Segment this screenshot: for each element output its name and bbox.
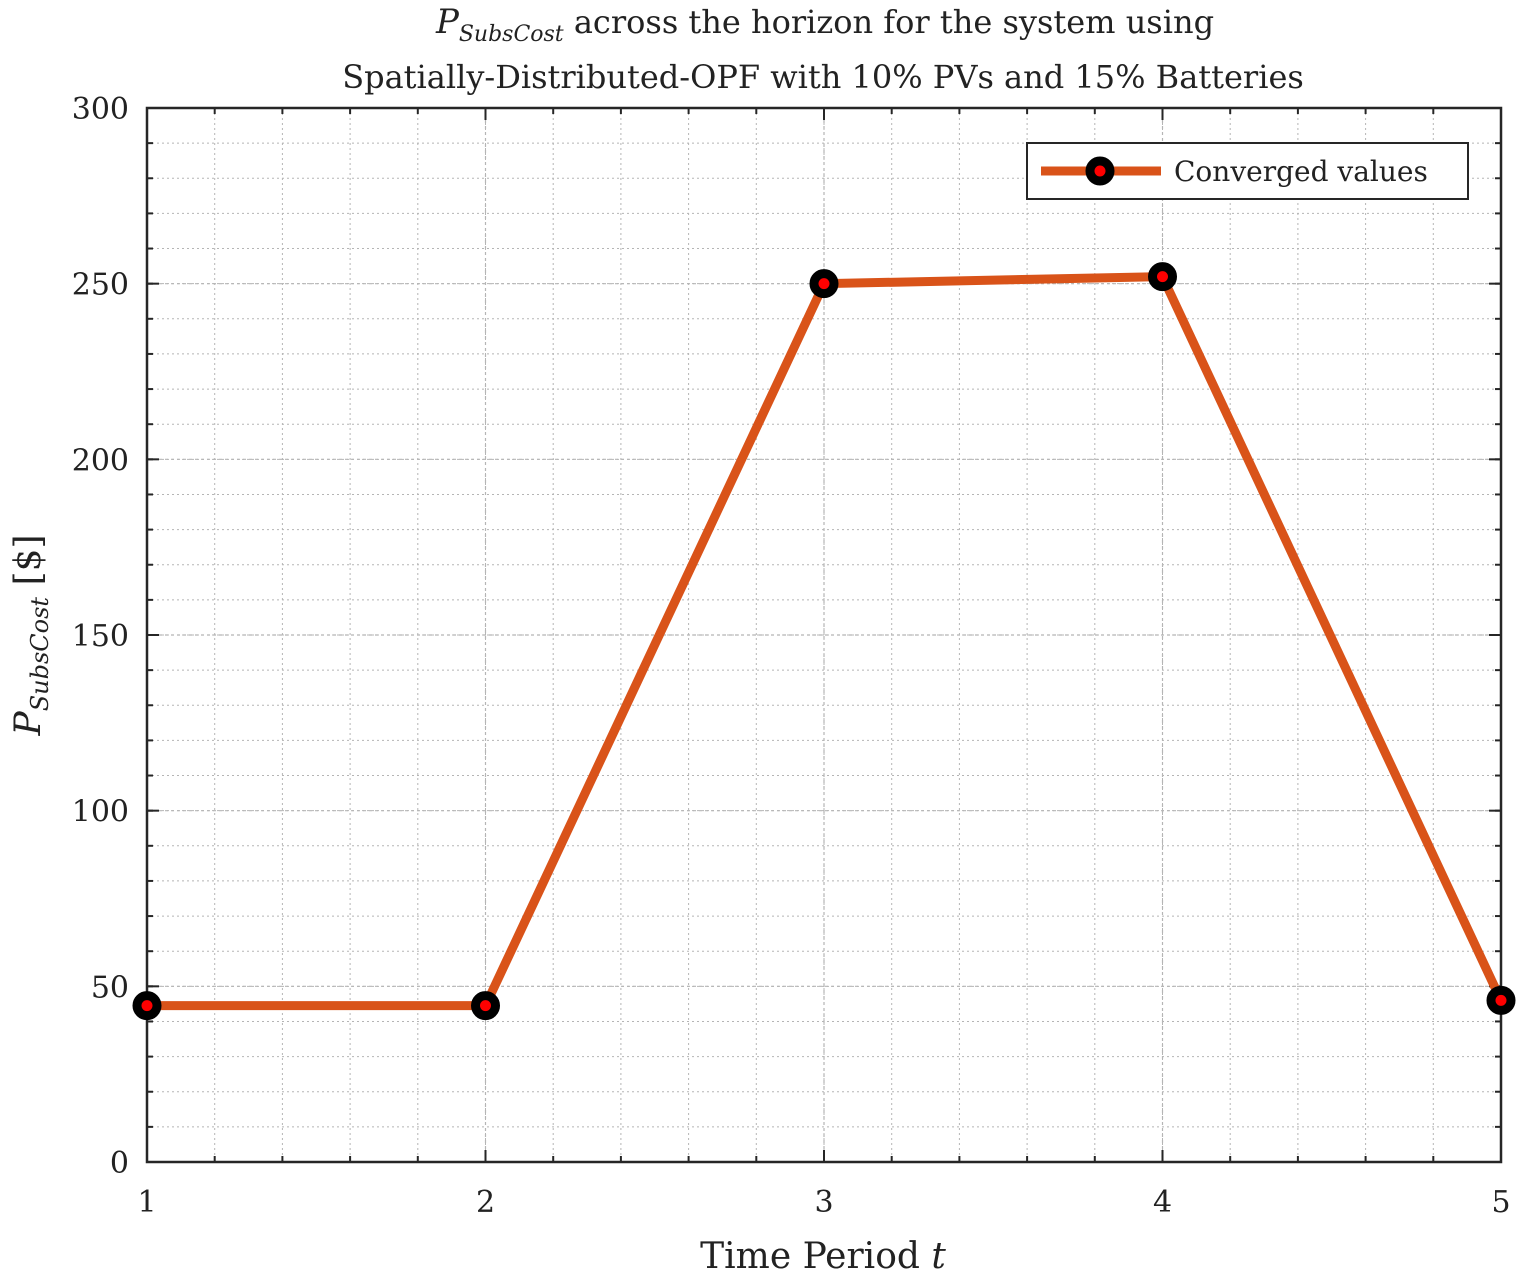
chart-title-line-1: PSubsCost across the horizon for the sys… (435, 2, 1214, 47)
title-subscript: SubsCost (459, 22, 564, 47)
data-point (132, 991, 162, 1021)
x-tick-label: 4 (1153, 1185, 1172, 1220)
series-layer (132, 262, 1516, 1021)
y-tick-label: 250 (72, 268, 129, 303)
chart-title-line-2: Spatially-Distributed-OPF with 10% PVs a… (342, 58, 1304, 96)
y-axis-label-unit: [$] (8, 534, 49, 596)
y-axis-ticks: 0 50 100 150 200 250 300 (72, 92, 1501, 1181)
data-point (1486, 985, 1516, 1015)
data-point (809, 269, 839, 299)
y-axis-label-subscript: SubsCost (26, 597, 54, 712)
legend-marker-swatch (1085, 156, 1115, 186)
legend-label: Converged values (1174, 155, 1428, 188)
x-axis-label-text: Time Period (700, 1236, 931, 1274)
x-axis-ticks: 1 2 3 4 5 (137, 108, 1511, 1220)
y-axis-label: PSubsCost [$] (8, 534, 54, 736)
x-axis-label: Time Period t (700, 1236, 946, 1274)
y-tick-label: 0 (110, 1146, 129, 1181)
title-rest: across the horizon for the system using (564, 3, 1214, 41)
y-axis-label-symbol: P (8, 711, 49, 737)
y-tick-label: 150 (72, 619, 129, 654)
title-symbol: P (435, 2, 460, 42)
y-tick-label: 100 (72, 795, 129, 830)
x-tick-label: 5 (1491, 1185, 1510, 1220)
y-tick-label: 300 (72, 92, 129, 127)
y-tick-label: 200 (72, 443, 129, 478)
x-tick-label: 2 (476, 1185, 495, 1220)
x-tick-label: 3 (814, 1185, 833, 1220)
y-tick-label: 50 (91, 970, 129, 1005)
x-tick-label: 1 (137, 1185, 156, 1220)
data-point (471, 991, 500, 1021)
x-axis-label-var: t (931, 1236, 946, 1274)
data-point (1148, 262, 1177, 292)
legend: Converged values (1026, 142, 1469, 200)
